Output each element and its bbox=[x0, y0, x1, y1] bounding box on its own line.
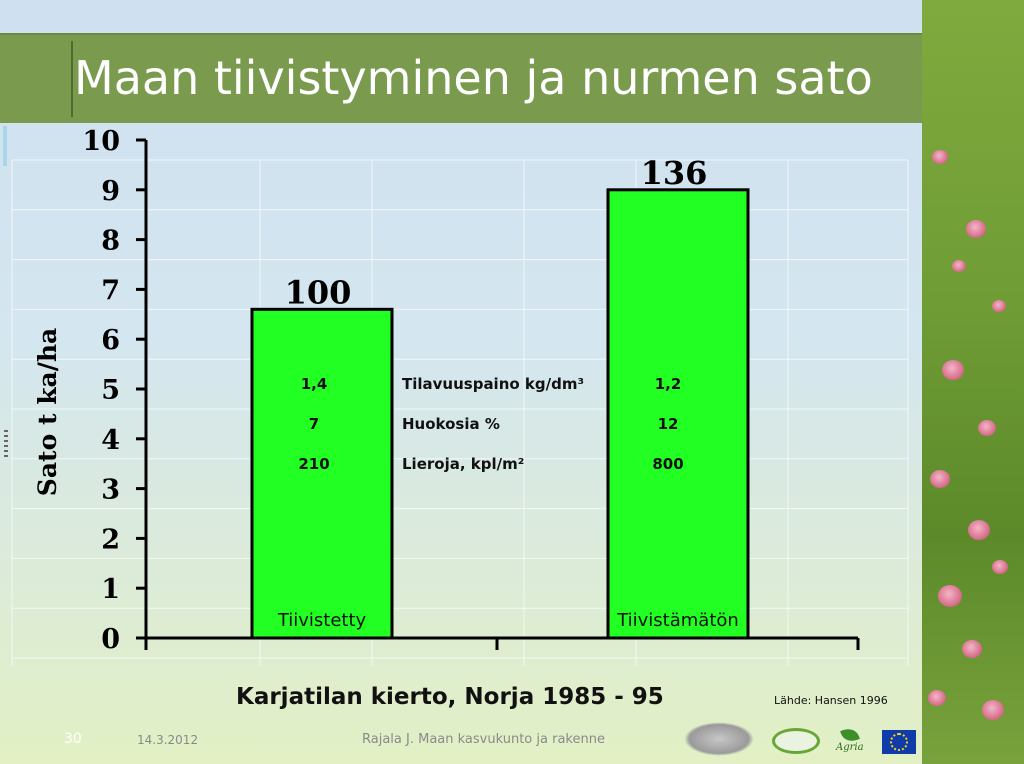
table-row-label: Huokosia % bbox=[402, 415, 500, 433]
table-value: 1,2 bbox=[655, 375, 682, 393]
resize-handle[interactable] bbox=[4, 430, 8, 460]
clover-flower-icon bbox=[982, 700, 1004, 720]
chart-subtitle: Karjatilan kierto, Norja 1985 - 95 bbox=[236, 684, 664, 710]
slide-title: Maan tiivistyminen ja nurmen sato bbox=[74, 51, 873, 105]
clover-flower-icon bbox=[992, 560, 1008, 574]
y-tick-label: 9 bbox=[101, 176, 120, 207]
clover-flower-icon bbox=[928, 690, 946, 706]
soil-properties-table: 1,4 Tilavuuspaino kg/dm³ 1,2 7 Huokosia % 12 2… bbox=[298, 375, 683, 473]
y-axis-label: Sato t ka/ha bbox=[33, 328, 62, 496]
y-tick-label: 3 bbox=[101, 475, 120, 506]
bar-2 bbox=[606, 188, 750, 640]
clover-flower-icon bbox=[978, 420, 996, 436]
agria-logo-icon: Agria bbox=[836, 725, 864, 756]
table-row-label: Tilavuuspaino kg/dm³ bbox=[402, 375, 584, 393]
y-tick-label: 7 bbox=[101, 275, 120, 306]
clover-flower-icon bbox=[932, 150, 948, 164]
bar-value-label: 136 bbox=[641, 154, 708, 192]
y-tick-label: 6 bbox=[101, 325, 120, 356]
clover-flower-icon bbox=[942, 360, 964, 380]
clover-flower-icon bbox=[930, 470, 950, 488]
y-tick-label: 10 bbox=[82, 126, 120, 157]
clover-flower-icon bbox=[962, 640, 982, 658]
category-labels: Tiivistetty Tiivistämätön bbox=[277, 610, 739, 631]
clover-flower-icon bbox=[966, 220, 986, 238]
slide-edge-marker bbox=[3, 126, 7, 166]
y-tick-label: 5 bbox=[101, 375, 120, 406]
table-value: 800 bbox=[652, 455, 683, 473]
university-logo-icon bbox=[684, 722, 754, 756]
category-label: Tiivistämätön bbox=[616, 610, 739, 631]
table-value: 1,4 bbox=[301, 375, 328, 393]
y-tick-label: 8 bbox=[101, 226, 120, 257]
page-number: 30 bbox=[64, 731, 82, 747]
y-tick-label: 1 bbox=[101, 574, 120, 605]
title-divider bbox=[71, 41, 73, 117]
y-tick-label: 0 bbox=[101, 624, 120, 655]
table-value: 210 bbox=[298, 455, 329, 473]
category-label: Tiivistetty bbox=[277, 610, 367, 631]
clover-flower-icon bbox=[938, 585, 962, 607]
project-logo-icon bbox=[772, 728, 820, 754]
clover-field-photo bbox=[922, 0, 1024, 764]
bar-1 bbox=[250, 307, 394, 640]
chart-bars bbox=[250, 188, 750, 640]
y-tick-label: 4 bbox=[101, 425, 120, 456]
table-value: 7 bbox=[309, 415, 319, 433]
slide-date: 14.3.2012 bbox=[137, 733, 199, 747]
bar-value-label: 100 bbox=[285, 273, 352, 311]
source-note: Lähde: Hansen 1996 bbox=[774, 694, 888, 707]
y-tick-labels: 0 1 2 3 4 5 6 7 8 9 10 bbox=[82, 126, 146, 655]
footer-text: Rajala J. Maan kasvukunto ja rakenne bbox=[362, 732, 605, 747]
bar-value-labels: 100 136 bbox=[285, 154, 708, 312]
agria-logo-text: Agria bbox=[836, 742, 864, 753]
y-tick-label: 2 bbox=[101, 524, 120, 555]
clover-flower-icon bbox=[952, 260, 966, 272]
title-bar: Maan tiivistyminen ja nurmen sato bbox=[0, 33, 922, 123]
table-row-label: Lieroja, kpl/m² bbox=[402, 455, 524, 473]
table-value: 12 bbox=[658, 415, 679, 433]
clover-flower-icon bbox=[992, 300, 1006, 312]
clover-flower-icon bbox=[968, 520, 990, 540]
eu-flag-icon bbox=[882, 730, 916, 754]
